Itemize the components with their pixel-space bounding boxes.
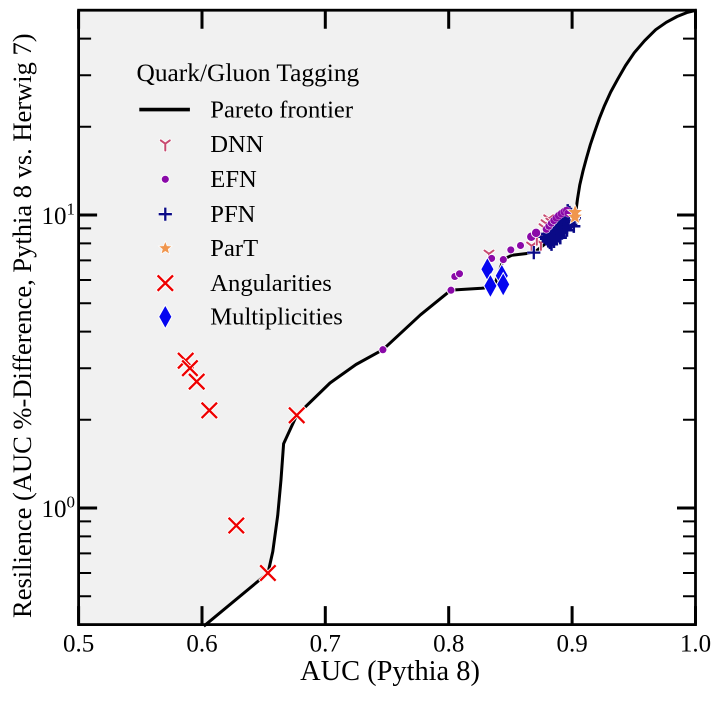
- svg-text:AUC (Pythia 8): AUC (Pythia 8): [300, 656, 480, 687]
- svg-text:Pareto frontier: Pareto frontier: [210, 97, 353, 124]
- svg-text:Multiplicities: Multiplicities: [210, 304, 343, 331]
- svg-text:DNN: DNN: [210, 131, 264, 158]
- svg-text:ParT: ParT: [210, 235, 258, 262]
- svg-text:EFN: EFN: [210, 166, 257, 193]
- svg-text:1.0: 1.0: [680, 630, 711, 657]
- svg-text:0.6: 0.6: [186, 630, 217, 657]
- svg-text:PFN: PFN: [210, 201, 255, 228]
- svg-text:Angularities: Angularities: [210, 270, 332, 297]
- svg-text:0.7: 0.7: [310, 630, 341, 657]
- svg-text:0.9: 0.9: [556, 630, 587, 657]
- svg-text:0.8: 0.8: [433, 630, 464, 657]
- svg-text:0.5: 0.5: [63, 630, 94, 657]
- svg-text:Quark/Gluon Tagging: Quark/Gluon Tagging: [137, 59, 360, 87]
- svg-text:Resilience (AUC %-Difference,: Resilience (AUC %-Difference, Pythia 8 v…: [7, 33, 37, 618]
